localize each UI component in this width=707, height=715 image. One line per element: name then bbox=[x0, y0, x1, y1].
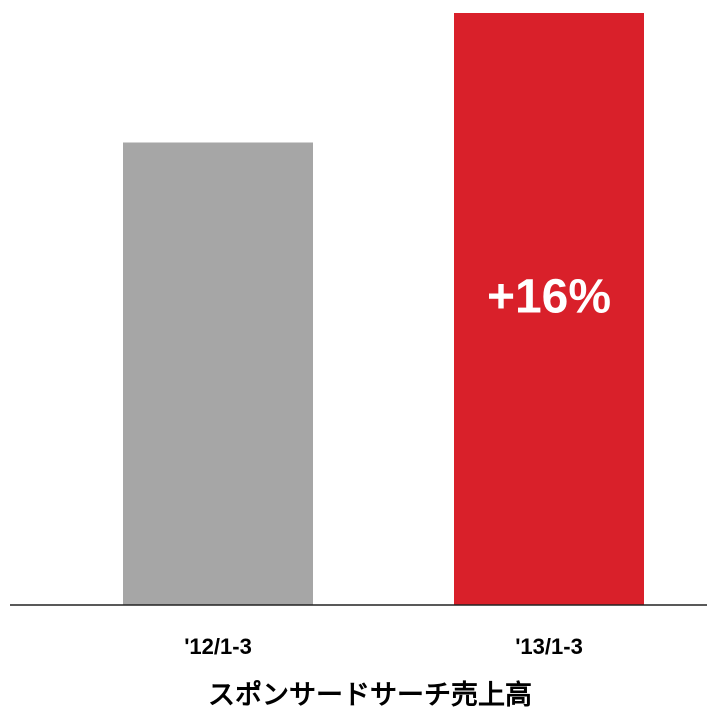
bar bbox=[454, 13, 644, 605]
x-tick-label: '12/1-3 bbox=[184, 634, 252, 659]
x-tick-label: '13/1-3 bbox=[515, 634, 583, 659]
annotation: +16% bbox=[487, 271, 611, 324]
bar bbox=[123, 142, 313, 605]
chart-title: スポンサードサーチ売上高 bbox=[208, 679, 532, 710]
